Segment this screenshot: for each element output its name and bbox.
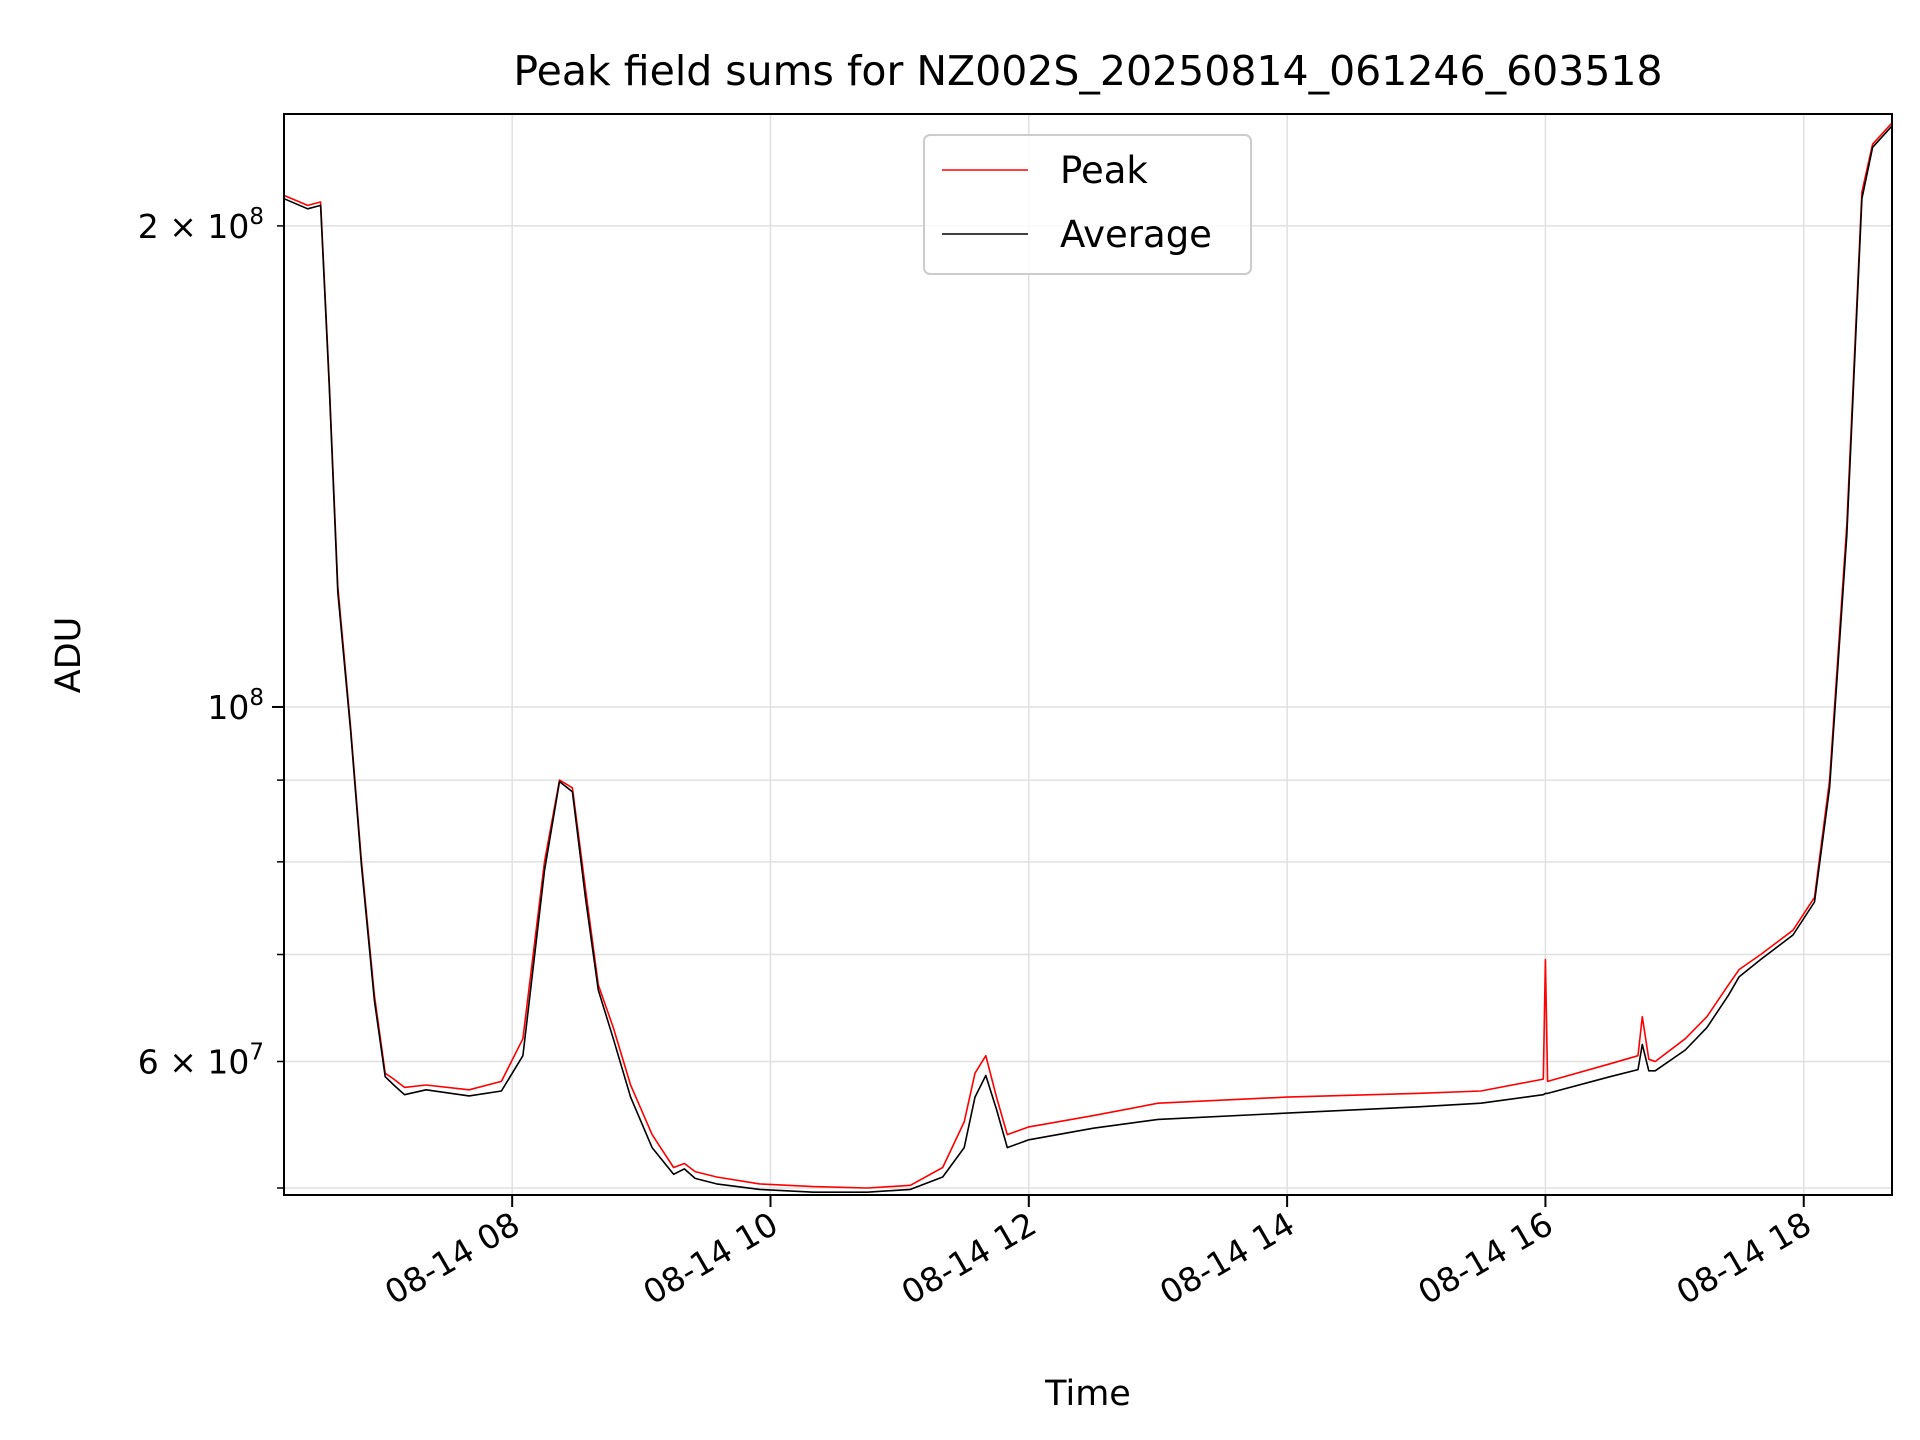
y-tick-label: 6 × 107	[138, 1039, 264, 1081]
x-axis-label: Time	[1044, 1374, 1131, 1414]
y-tick-label: 108	[207, 685, 264, 727]
y-axis-label: ADU	[49, 617, 89, 694]
chart-title: Peak field sums for NZ002S_20250814_0612…	[513, 47, 1662, 95]
legend-label-average: Average	[1060, 213, 1212, 256]
series-line-peak	[283, 122, 1893, 1189]
legend: Peak Average	[923, 134, 1252, 275]
series-layer	[283, 122, 1893, 1193]
legend-label-peak: Peak	[1060, 149, 1148, 192]
y-tick-label: 2 × 108	[138, 204, 264, 246]
series-line-average	[283, 125, 1893, 1193]
grid	[284, 114, 1892, 1195]
plot-frame	[283, 113, 1893, 1196]
y-axis: 108 6 × 107 2 × 108	[138, 204, 284, 1189]
